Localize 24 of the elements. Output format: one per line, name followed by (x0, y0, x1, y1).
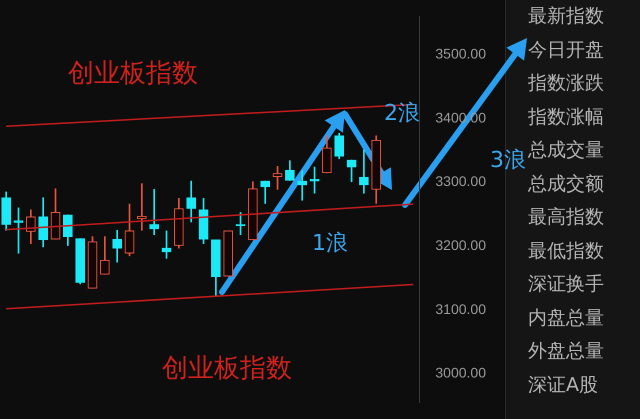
y-tick-label: 3000.00 (435, 364, 486, 381)
text: 指数涨幅 (528, 104, 604, 130)
text: 指数涨跌 (528, 71, 604, 96)
text: 深证换手 (528, 272, 604, 297)
candlestick (162, 230, 172, 259)
text: 3浪 (490, 147, 526, 175)
text: 最高指数 (528, 205, 604, 230)
text: 最低指数 (528, 238, 604, 264)
text: 今日开盘 (528, 38, 604, 62)
candlestick (272, 166, 282, 190)
text: 深证A股 (528, 372, 598, 398)
annotation: 创业板指数 (68, 58, 198, 90)
y-tick-label: 3500.00 (435, 46, 486, 62)
text: 最新指数 (528, 4, 604, 29)
y-tick-label: 3100.00 (435, 300, 486, 317)
annotation: 1浪 (312, 230, 348, 258)
text: 外盘总量 (528, 339, 604, 364)
annotation: 2浪 (384, 100, 420, 128)
y-tick-label: 3300.00 (435, 173, 486, 190)
y-tick-label: 3200.00 (435, 237, 486, 254)
text: 总成交量 (528, 138, 604, 163)
text: 内盘总量 (528, 306, 604, 330)
annotation: 创业板指数 (162, 352, 292, 386)
text: 总成交额 (528, 172, 604, 196)
